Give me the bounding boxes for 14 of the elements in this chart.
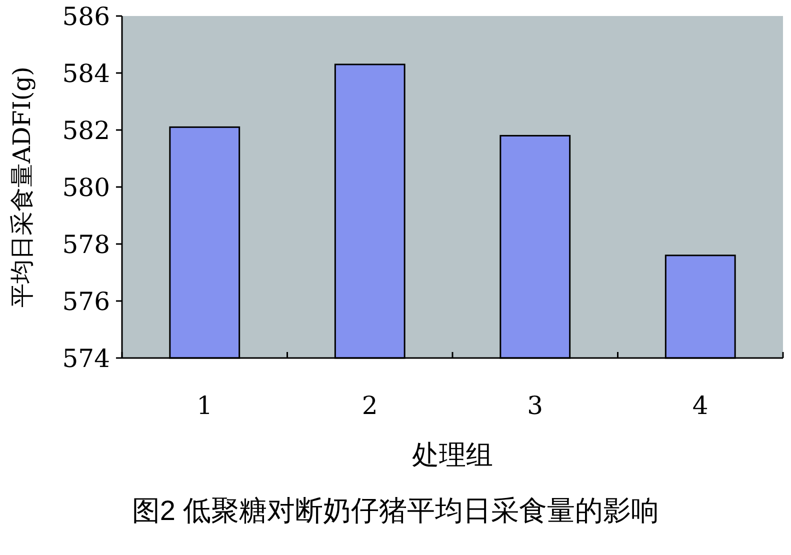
y-tick-label: 584 bbox=[62, 59, 110, 88]
y-tick-label: 574 bbox=[62, 344, 110, 373]
y-axis-title: 平均日采食量ADFI(g) bbox=[8, 66, 36, 308]
x-axis-title: 处理组 bbox=[412, 440, 493, 471]
x-tick-label: 2 bbox=[362, 391, 378, 420]
text: 图2 低聚糖对断奶仔猪平均日采食量的影响 bbox=[132, 495, 660, 526]
x-tick-label: 4 bbox=[692, 391, 708, 420]
x-tick-label: 1 bbox=[196, 391, 213, 420]
x-tick-label: 3 bbox=[527, 391, 544, 420]
y-tick-label: 580 bbox=[62, 173, 110, 202]
y-tick-label: 576 bbox=[62, 287, 110, 316]
y-tick-label: 578 bbox=[62, 230, 110, 259]
y-tick-label: 586 bbox=[62, 2, 110, 31]
y-tick-label: 582 bbox=[62, 116, 110, 145]
